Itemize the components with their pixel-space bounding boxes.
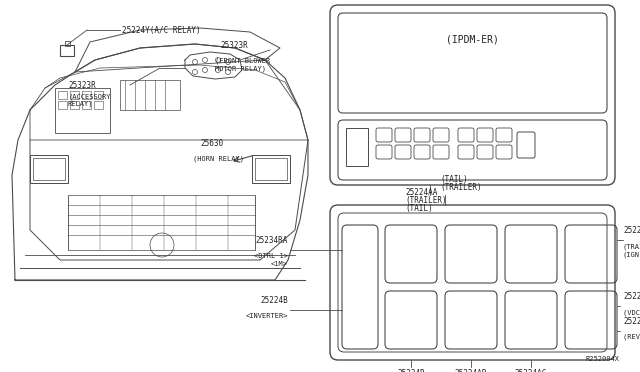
Bar xyxy=(82,101,91,109)
Text: 25234R: 25234R xyxy=(397,369,425,372)
Text: 25224AC: 25224AC xyxy=(515,369,547,372)
Text: 25234RA: 25234RA xyxy=(255,236,288,245)
Text: 25224AA: 25224AA xyxy=(405,188,437,197)
Bar xyxy=(55,88,110,133)
Bar xyxy=(94,91,103,99)
Text: 25323R: 25323R xyxy=(220,41,248,50)
Bar xyxy=(94,101,103,109)
Bar xyxy=(252,155,290,183)
Bar xyxy=(68,195,255,250)
Text: 25224AB: 25224AB xyxy=(455,369,487,372)
Bar xyxy=(120,80,180,110)
Bar xyxy=(65,41,70,46)
Text: (ACCESSORY
RELAY): (ACCESSORY RELAY) xyxy=(68,93,111,107)
Bar xyxy=(58,101,67,109)
Text: (IGN): (IGN) xyxy=(623,251,640,257)
Text: 25224AD: 25224AD xyxy=(623,226,640,235)
Text: 25224Y(A/C RELAY): 25224Y(A/C RELAY) xyxy=(122,26,200,35)
Text: (TAIL): (TAIL) xyxy=(405,204,433,213)
Text: <INVERTER>: <INVERTER> xyxy=(246,313,288,319)
Bar xyxy=(255,158,287,180)
Text: <1M>: <1M> xyxy=(271,261,288,267)
Text: (VDC STOP LAMP): (VDC STOP LAMP) xyxy=(623,309,640,315)
Text: 25323R: 25323R xyxy=(68,80,96,90)
Text: 25224B: 25224B xyxy=(260,296,288,305)
Text: (FRONT BLOWER
MOTOR RELAY): (FRONT BLOWER MOTOR RELAY) xyxy=(215,58,270,72)
Text: 25224F: 25224F xyxy=(623,292,640,301)
Text: (TAIL): (TAIL) xyxy=(440,175,468,184)
Text: (HORN RELAY): (HORN RELAY) xyxy=(193,155,244,161)
Text: (TRAILER): (TRAILER) xyxy=(623,243,640,250)
Text: (IPDM-ER): (IPDM-ER) xyxy=(446,35,499,45)
Text: 25630: 25630 xyxy=(200,139,223,148)
Bar xyxy=(30,155,68,183)
Bar xyxy=(346,128,368,166)
Text: (TRAILER): (TRAILER) xyxy=(405,196,447,205)
Bar xyxy=(70,101,79,109)
Text: (REV LAMP): (REV LAMP) xyxy=(623,334,640,340)
Text: R252004X: R252004X xyxy=(586,356,620,362)
Text: (TRAILER): (TRAILER) xyxy=(440,183,482,192)
Text: <DTRL 1>: <DTRL 1> xyxy=(254,253,288,259)
Bar xyxy=(70,91,79,99)
Bar xyxy=(82,91,91,99)
Bar xyxy=(33,158,65,180)
Text: 25224A: 25224A xyxy=(623,317,640,326)
Bar xyxy=(58,91,67,99)
Bar xyxy=(60,45,74,56)
